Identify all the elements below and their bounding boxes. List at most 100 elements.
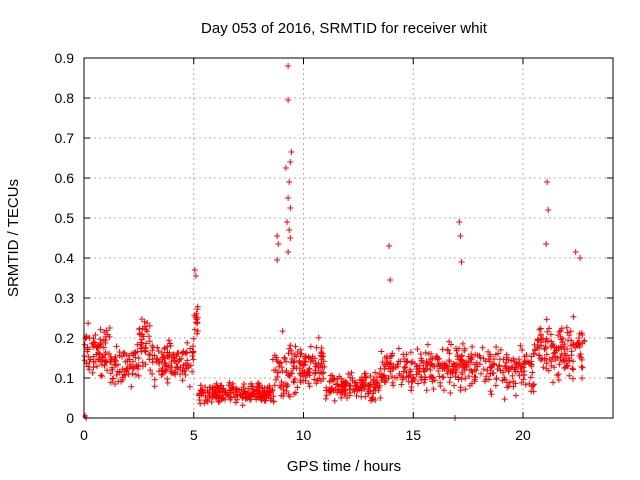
data-point	[529, 369, 536, 376]
data-point	[156, 368, 162, 375]
data-point	[96, 350, 103, 357]
data-point	[422, 349, 429, 356]
data-point	[363, 374, 370, 381]
data-point	[447, 368, 454, 375]
data-point	[484, 367, 491, 374]
data-point	[386, 243, 393, 249]
data-point	[191, 267, 198, 273]
data-point	[81, 341, 88, 348]
data-point	[288, 347, 295, 354]
data-point	[233, 385, 240, 392]
data-point	[177, 371, 184, 378]
data-point	[284, 219, 290, 225]
data-point	[423, 387, 430, 394]
data-point	[104, 367, 110, 374]
data-point	[446, 338, 453, 345]
x-tick-label: 20	[515, 427, 531, 443]
data-point	[206, 390, 213, 397]
data-point	[300, 373, 306, 380]
data-point	[95, 349, 102, 356]
data-point	[294, 384, 301, 391]
data-point	[97, 326, 104, 333]
data-point	[289, 355, 296, 362]
data-point	[165, 337, 172, 344]
data-point	[271, 352, 278, 359]
x-tick-label: 5	[190, 427, 198, 443]
data-point	[225, 382, 232, 389]
data-point	[270, 398, 277, 405]
data-point	[275, 241, 282, 247]
data-point	[255, 384, 262, 391]
data-point	[227, 396, 234, 403]
data-point	[395, 358, 402, 365]
data-point	[287, 159, 294, 165]
data-point	[318, 345, 325, 351]
x-axis-label: GPS time / hours	[287, 458, 401, 475]
data-point	[457, 387, 464, 394]
data-point	[211, 386, 218, 393]
data-point	[578, 363, 585, 370]
chart-title: Day 053 of 2016, SRMTID for receiver whi…	[201, 20, 488, 37]
data-point	[151, 352, 158, 359]
data-point	[353, 382, 360, 389]
data-point	[568, 337, 575, 344]
data-point	[283, 388, 290, 394]
data-point	[374, 379, 381, 386]
data-point	[166, 349, 173, 356]
data-point	[466, 373, 472, 380]
data-point	[487, 353, 494, 360]
data-point	[271, 367, 277, 374]
data-point	[90, 364, 97, 371]
data-point	[566, 372, 573, 379]
data-point	[101, 362, 108, 369]
data-point	[285, 249, 292, 255]
data-point	[510, 355, 517, 362]
data-point	[294, 349, 301, 355]
data-point	[89, 369, 96, 376]
data-point	[292, 389, 299, 396]
data-point	[512, 392, 519, 399]
data-point	[313, 380, 320, 387]
data-point	[315, 364, 322, 371]
data-point	[513, 364, 520, 371]
data-point	[274, 257, 281, 263]
data-point	[458, 259, 465, 265]
data-point	[472, 351, 479, 358]
data-point	[370, 377, 377, 384]
data-point	[517, 342, 524, 349]
data-point	[274, 373, 281, 380]
data-point	[114, 368, 121, 375]
data-point	[353, 392, 360, 399]
data-point	[194, 320, 201, 327]
data-point	[561, 358, 568, 365]
data-point	[90, 344, 96, 350]
data-point	[453, 369, 460, 375]
data-point	[113, 343, 120, 350]
data-point	[291, 379, 298, 386]
data-point	[149, 342, 156, 349]
data-point	[110, 375, 117, 382]
data-point	[453, 345, 459, 352]
data-point	[92, 339, 99, 346]
data-point	[285, 97, 292, 103]
data-point	[305, 380, 312, 387]
data-point	[159, 367, 166, 374]
data-point	[403, 351, 410, 358]
data-point	[350, 386, 357, 393]
data-point	[416, 362, 423, 369]
data-point	[129, 370, 136, 377]
data-point	[385, 375, 392, 382]
data-point	[242, 388, 249, 395]
data-point	[487, 370, 494, 377]
data-point	[579, 364, 586, 371]
data-point	[488, 364, 495, 371]
data-point	[503, 359, 509, 366]
data-point	[552, 357, 559, 363]
data-point	[184, 339, 191, 346]
data-point	[92, 358, 99, 365]
data-point	[286, 227, 293, 233]
data-point	[87, 356, 94, 363]
data-point	[446, 358, 453, 365]
data-point	[84, 346, 91, 353]
data-point	[520, 376, 527, 383]
